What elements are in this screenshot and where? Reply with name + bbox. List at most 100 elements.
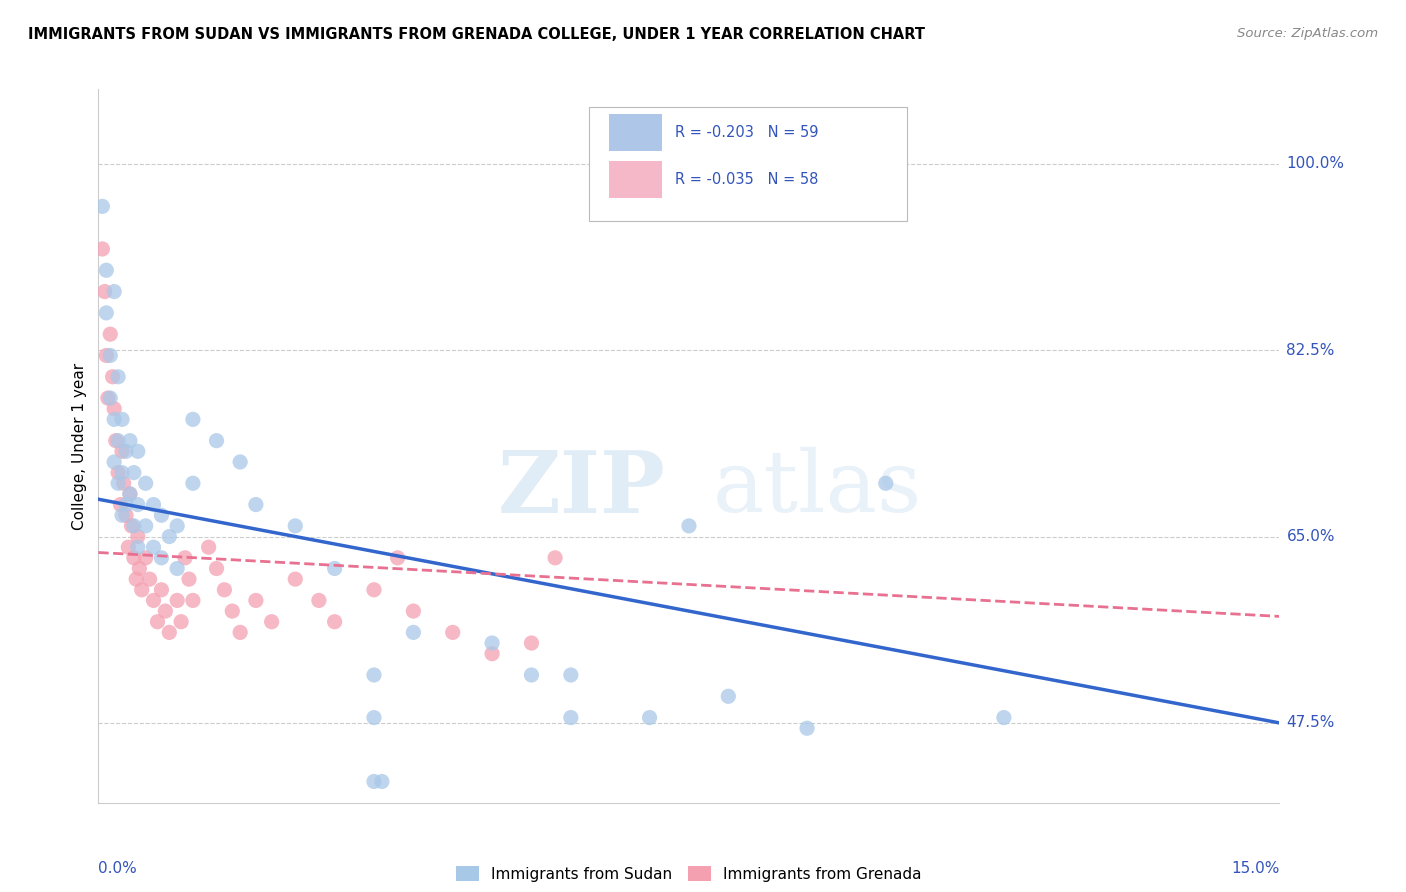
Point: [150, 582, 173, 597]
Point: [363, 668, 385, 682]
Point: [111, 444, 134, 458]
Point: [481, 647, 503, 661]
Point: [245, 593, 267, 607]
Point: [155, 604, 177, 618]
Point: [993, 710, 1015, 724]
Point: [441, 625, 464, 640]
Point: [96, 263, 118, 277]
FancyBboxPatch shape: [589, 107, 907, 221]
Point: [520, 817, 543, 831]
Point: [110, 498, 132, 512]
Point: [150, 508, 173, 523]
Point: [166, 561, 188, 575]
Point: [717, 690, 740, 704]
Point: [174, 550, 197, 565]
Point: [127, 444, 149, 458]
Point: [125, 572, 148, 586]
Text: atlas: atlas: [713, 447, 922, 531]
Point: [107, 476, 129, 491]
Point: [96, 306, 118, 320]
Y-axis label: College, Under 1 year: College, Under 1 year: [72, 362, 87, 530]
Text: 0.0%: 0.0%: [98, 862, 138, 876]
Point: [122, 519, 145, 533]
Point: [181, 593, 204, 607]
Point: [678, 519, 700, 533]
Point: [93, 285, 115, 299]
Point: [544, 550, 567, 565]
Point: [127, 498, 149, 512]
Point: [166, 519, 188, 533]
Point: [122, 550, 145, 565]
Point: [260, 615, 283, 629]
Point: [205, 561, 228, 575]
Point: [103, 285, 125, 299]
FancyBboxPatch shape: [609, 161, 662, 198]
Point: [142, 593, 165, 607]
Point: [127, 529, 149, 543]
Point: [402, 604, 425, 618]
Point: [138, 572, 160, 586]
Point: [197, 540, 219, 554]
Point: [875, 476, 897, 491]
Point: [111, 508, 134, 523]
Text: 15.0%: 15.0%: [1232, 862, 1279, 876]
Point: [371, 774, 394, 789]
Text: ZIP: ZIP: [498, 447, 665, 531]
Point: [214, 582, 236, 597]
Text: R = -0.035   N = 58: R = -0.035 N = 58: [675, 172, 818, 187]
Point: [118, 487, 141, 501]
Point: [91, 242, 114, 256]
Point: [142, 498, 165, 512]
Point: [97, 391, 120, 405]
Point: [157, 529, 180, 543]
Point: [520, 668, 543, 682]
Point: [229, 625, 252, 640]
Point: [142, 540, 165, 554]
Point: [481, 636, 503, 650]
Text: R = -0.203   N = 59: R = -0.203 N = 59: [675, 125, 818, 140]
Point: [122, 466, 145, 480]
Point: [103, 455, 125, 469]
Point: [181, 476, 204, 491]
Point: [560, 668, 582, 682]
Text: 100.0%: 100.0%: [1286, 156, 1344, 171]
Point: [229, 455, 252, 469]
Point: [118, 434, 141, 448]
Point: [131, 582, 153, 597]
Point: [308, 593, 330, 607]
Point: [323, 561, 346, 575]
Point: [107, 466, 129, 480]
Point: [91, 199, 114, 213]
Text: Source: ZipAtlas.com: Source: ZipAtlas.com: [1237, 27, 1378, 40]
Point: [111, 412, 134, 426]
Point: [363, 582, 385, 597]
Point: [146, 615, 169, 629]
Legend: Immigrants from Sudan, Immigrants from Grenada: Immigrants from Sudan, Immigrants from G…: [450, 860, 928, 888]
Point: [157, 625, 180, 640]
Point: [115, 498, 138, 512]
Point: [284, 519, 307, 533]
Point: [107, 369, 129, 384]
Point: [115, 508, 138, 523]
Text: 47.5%: 47.5%: [1286, 715, 1334, 731]
Point: [221, 604, 243, 618]
Point: [387, 550, 409, 565]
Point: [111, 466, 134, 480]
Point: [323, 615, 346, 629]
Point: [205, 434, 228, 448]
Point: [98, 391, 121, 405]
Point: [103, 412, 125, 426]
Point: [98, 349, 121, 363]
Point: [128, 561, 150, 575]
Point: [544, 817, 567, 831]
Point: [363, 774, 385, 789]
Point: [104, 434, 127, 448]
Point: [112, 476, 135, 491]
Point: [135, 519, 157, 533]
Point: [121, 519, 143, 533]
Point: [177, 572, 200, 586]
Text: 82.5%: 82.5%: [1286, 343, 1334, 358]
Point: [638, 710, 661, 724]
FancyBboxPatch shape: [609, 114, 662, 152]
Point: [118, 487, 141, 501]
